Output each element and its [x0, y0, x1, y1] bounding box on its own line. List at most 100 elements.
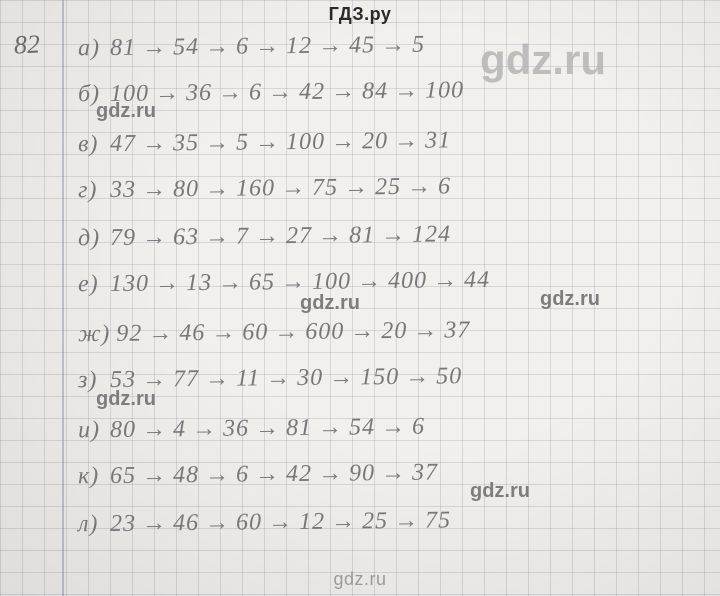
row-label: з)	[78, 367, 104, 394]
arrow-icon: →	[142, 366, 167, 393]
row-value: 100	[312, 268, 351, 294]
row-value: 80	[110, 417, 136, 443]
arrow-icon: →	[142, 176, 167, 203]
arrow-icon: →	[331, 508, 356, 535]
row-value: 42	[286, 461, 312, 487]
row-value: 36	[223, 416, 249, 442]
arrow-icon: →	[266, 365, 291, 392]
row-value: 75	[425, 507, 451, 533]
row-value: 6	[236, 34, 249, 60]
row-value: 35	[173, 130, 199, 156]
row-value: 5	[412, 32, 425, 58]
arrow-icon: →	[142, 416, 167, 443]
row-value: 50	[436, 363, 462, 389]
row-value: 31	[425, 127, 451, 153]
arrow-icon: →	[205, 224, 230, 251]
row-value: 81	[349, 222, 375, 248]
row-value: 100	[110, 81, 149, 107]
row-value: 45	[349, 32, 375, 58]
arrow-icon: →	[274, 319, 299, 346]
row-value: 6	[236, 462, 249, 488]
arrow-icon: →	[433, 267, 458, 294]
row-value: 25	[375, 174, 401, 200]
row-value: 27	[286, 223, 312, 249]
arrow-icon: →	[329, 364, 354, 391]
arrow-icon: →	[142, 34, 167, 61]
row-value: 6	[249, 79, 262, 105]
arrow-icon: →	[205, 462, 230, 489]
row-value: 37	[444, 317, 470, 343]
arrow-icon: →	[205, 510, 230, 537]
row-value: 150	[360, 364, 399, 390]
arrow-icon: →	[413, 318, 438, 345]
row-value: 48	[173, 462, 199, 488]
row-value: 37	[412, 460, 438, 486]
row-value: 100	[425, 77, 464, 103]
arrow-icon: →	[211, 320, 236, 347]
arrow-icon: →	[205, 176, 230, 203]
row-label: е)	[78, 271, 104, 298]
row-value: 46	[173, 510, 199, 536]
arrow-icon: →	[405, 364, 430, 391]
arrow-icon: →	[381, 222, 406, 249]
arrow-icon: →	[142, 462, 167, 489]
row-value: 54	[173, 34, 199, 60]
arrow-icon: →	[218, 270, 243, 297]
arrow-icon: →	[394, 508, 419, 535]
arrow-icon: →	[205, 130, 230, 157]
row-label: г)	[78, 177, 104, 204]
arrow-icon: →	[192, 416, 217, 443]
row-value: 84	[362, 78, 388, 104]
row-label: ж)	[78, 321, 111, 348]
row-value: 42	[299, 79, 325, 105]
arrow-icon: →	[148, 320, 173, 347]
row-value: 65	[249, 269, 275, 295]
row-value: 65	[110, 463, 136, 489]
arrow-icon: →	[318, 33, 343, 60]
row-value: 7	[236, 224, 249, 250]
arrow-icon: →	[318, 415, 343, 442]
row-value: 53	[110, 367, 136, 393]
arrow-icon: →	[205, 366, 230, 393]
arrow-icon: →	[281, 175, 306, 202]
arrow-icon: →	[255, 33, 280, 60]
arrow-icon: →	[381, 460, 406, 487]
row-value: 81	[286, 415, 312, 441]
row-value: 30	[297, 365, 323, 391]
row-label: в)	[78, 131, 104, 158]
row-value: 12	[286, 33, 312, 59]
row-value: 54	[349, 414, 375, 440]
arrow-icon: →	[142, 130, 167, 157]
row-value: 124	[412, 221, 451, 247]
row-value: 130	[110, 271, 149, 297]
row-value: 20	[381, 318, 407, 344]
row-value: 23	[110, 511, 136, 537]
row-value: 36	[186, 80, 212, 106]
arrow-icon: →	[381, 414, 406, 441]
row-value: 4	[173, 416, 186, 442]
row-value: 6	[438, 173, 451, 199]
arrow-icon: →	[318, 461, 343, 488]
row-value: 77	[173, 366, 199, 392]
row-value: 20	[362, 128, 388, 154]
arrow-icon: →	[255, 129, 280, 156]
arrow-icon: →	[407, 174, 432, 201]
arrow-icon: →	[205, 34, 230, 61]
row-value: 46	[179, 320, 205, 346]
arrow-icon: →	[255, 223, 280, 250]
row-value: 92	[116, 321, 142, 347]
row-value: 11	[236, 365, 260, 391]
margin-line	[62, 0, 64, 596]
problem-number: 82	[13, 29, 41, 60]
row-value: 33	[110, 177, 136, 203]
arrow-icon: →	[155, 270, 180, 297]
row-label: л)	[78, 511, 104, 538]
row-label: и)	[78, 417, 104, 444]
row-value: 400	[388, 268, 427, 294]
arrow-icon: →	[357, 268, 382, 295]
row-value: 25	[362, 508, 388, 534]
site-header: ГДЗ.ру	[0, 4, 720, 25]
row-value: 6	[412, 414, 425, 440]
row-value: 600	[305, 319, 344, 345]
arrow-icon: →	[268, 509, 293, 536]
